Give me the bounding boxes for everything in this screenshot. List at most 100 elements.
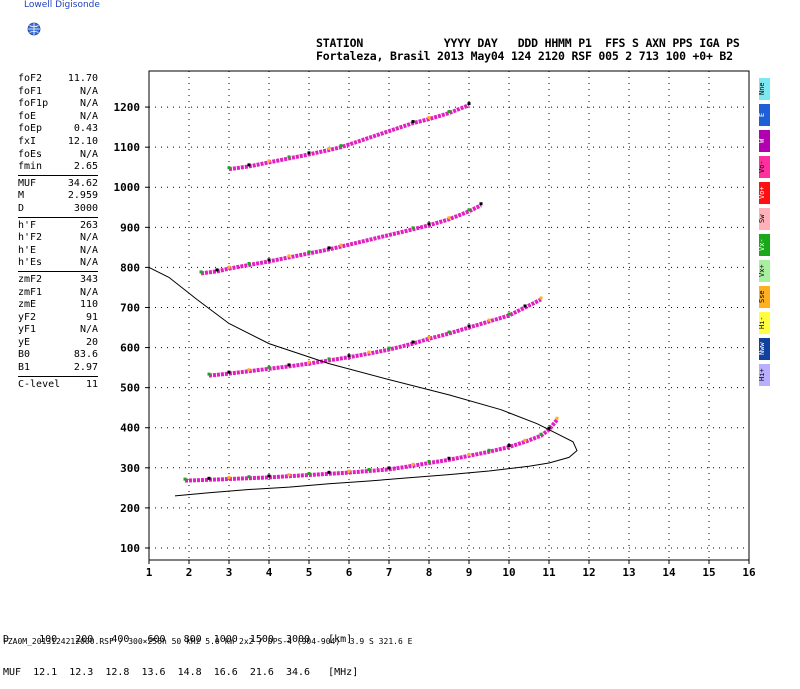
param-name: B1 — [18, 362, 31, 374]
param-row: MUF 34.62 — [18, 178, 98, 191]
param-name: D — [18, 202, 25, 214]
echo-point — [467, 102, 471, 106]
echo-point — [347, 469, 351, 473]
legend-item: W — [759, 130, 770, 152]
legend-item: Vo- — [759, 156, 770, 178]
echo-point — [247, 261, 251, 265]
param-name: foF2 — [18, 73, 43, 84]
brand-name: Lowell Digisonde — [24, 0, 100, 10]
param-row: B0 83.6 — [18, 349, 98, 362]
echo-point — [547, 426, 551, 430]
echo-point — [287, 155, 291, 159]
echo-point — [555, 416, 559, 420]
param-row: h'E N/A — [18, 245, 98, 258]
echo-point — [207, 476, 211, 480]
echo-point — [539, 432, 543, 436]
param-row: C-level 11 — [18, 379, 98, 392]
param-row: foE N/A — [18, 111, 98, 124]
echo-point — [227, 166, 231, 170]
x-tick-label: 1 — [146, 566, 153, 579]
param-separator — [18, 270, 98, 272]
echo-point — [447, 110, 451, 114]
param-value: N/A — [79, 286, 98, 298]
param-name: zmF1 — [18, 286, 43, 298]
echo-trace — [184, 418, 559, 483]
echo-point — [347, 354, 351, 358]
y-tick-label: 900 — [120, 221, 140, 234]
x-tick-label: 12 — [582, 566, 595, 579]
echo-point — [215, 268, 219, 272]
param-name: h'F — [18, 219, 37, 231]
y-tick-label: 1200 — [114, 101, 141, 114]
y-axis-ticks: 100 200 300 400 500 600 700 800 900 1000 1100 1200 — [114, 101, 149, 555]
muf-table-muf: MUF 12.1 12.3 12.8 13.6 14.8 16.6 21.6 3… — [3, 667, 359, 678]
echo-point — [427, 116, 431, 120]
param-name: fxI — [18, 135, 37, 147]
param-name: foEp — [18, 123, 43, 135]
param-name: C-level — [18, 378, 61, 390]
param-value: 2.97 — [73, 362, 98, 374]
echo-point — [227, 370, 231, 374]
param-value: 34.62 — [67, 177, 98, 189]
param-value: 343 — [79, 273, 98, 285]
echo-point — [427, 335, 431, 339]
echo-point — [539, 296, 543, 300]
echo-point — [287, 363, 291, 367]
echo-point — [447, 456, 451, 460]
echo-legend: Nne E W Vo- Vo+ Sw Vx- Vx+ Sse Hi- Nww Hi+ — [759, 78, 770, 390]
echo-point — [267, 365, 271, 369]
x-tick-label: 2 — [186, 566, 193, 579]
param-name: yF2 — [18, 311, 37, 323]
echo-point — [387, 466, 391, 470]
x-tick-label: 13 — [622, 566, 635, 579]
param-value: 83.6 — [73, 349, 98, 361]
x-tick-label: 11 — [542, 566, 556, 579]
param-separator — [18, 174, 98, 176]
param-name: yF1 — [18, 324, 37, 336]
x-tick-label: 7 — [386, 566, 393, 579]
echo-point — [247, 475, 251, 479]
echo-trace — [200, 203, 482, 276]
echo-point — [207, 372, 211, 376]
legend-item: Sse — [759, 286, 770, 308]
chart-grid — [149, 71, 749, 560]
param-value: 110 — [79, 299, 98, 311]
legend-item: Vx- — [759, 234, 770, 256]
echo-point — [507, 312, 511, 316]
echo-point — [247, 368, 251, 372]
param-row: foEp 0.43 — [18, 123, 98, 136]
param-value: 11 — [85, 378, 98, 390]
param-row: foEs N/A — [18, 149, 98, 162]
param-value: N/A — [79, 232, 98, 244]
muf-table-distances: D 100 200 400 600 800 1000 1500 3000 [km… — [3, 634, 353, 645]
legend-item: E — [759, 104, 770, 126]
header-values: Fortaleza, Brasil 2013 May04 124 2120 RS… — [316, 49, 733, 63]
param-separator — [18, 216, 98, 218]
echo-point — [327, 146, 331, 150]
param-name: foEs — [18, 148, 43, 160]
y-tick-label: 300 — [120, 462, 140, 475]
y-tick-label: 600 — [120, 342, 140, 355]
param-value: 0.43 — [73, 123, 98, 135]
electron-density-profile — [148, 266, 578, 497]
param-name: fmin — [18, 161, 43, 173]
param-name: h'F2 — [18, 232, 43, 244]
param-name: foE — [18, 110, 37, 122]
echo-point — [227, 476, 231, 480]
y-tick-label: 1100 — [114, 141, 141, 154]
param-name: B0 — [18, 349, 31, 361]
echo-trace — [228, 103, 470, 172]
echo-point — [467, 208, 471, 212]
echo-point — [507, 443, 511, 447]
param-value: 263 — [79, 219, 98, 231]
param-name: zmE — [18, 299, 37, 311]
param-name: zmF2 — [18, 273, 43, 285]
param-name: foF1 — [18, 85, 43, 97]
param-name: MUF — [18, 177, 37, 189]
echo-point — [487, 318, 491, 322]
param-value: 20 — [85, 336, 98, 348]
echo-point — [307, 472, 311, 476]
echo-point — [267, 474, 271, 478]
echo-point — [267, 258, 271, 262]
echo-point — [367, 350, 371, 354]
